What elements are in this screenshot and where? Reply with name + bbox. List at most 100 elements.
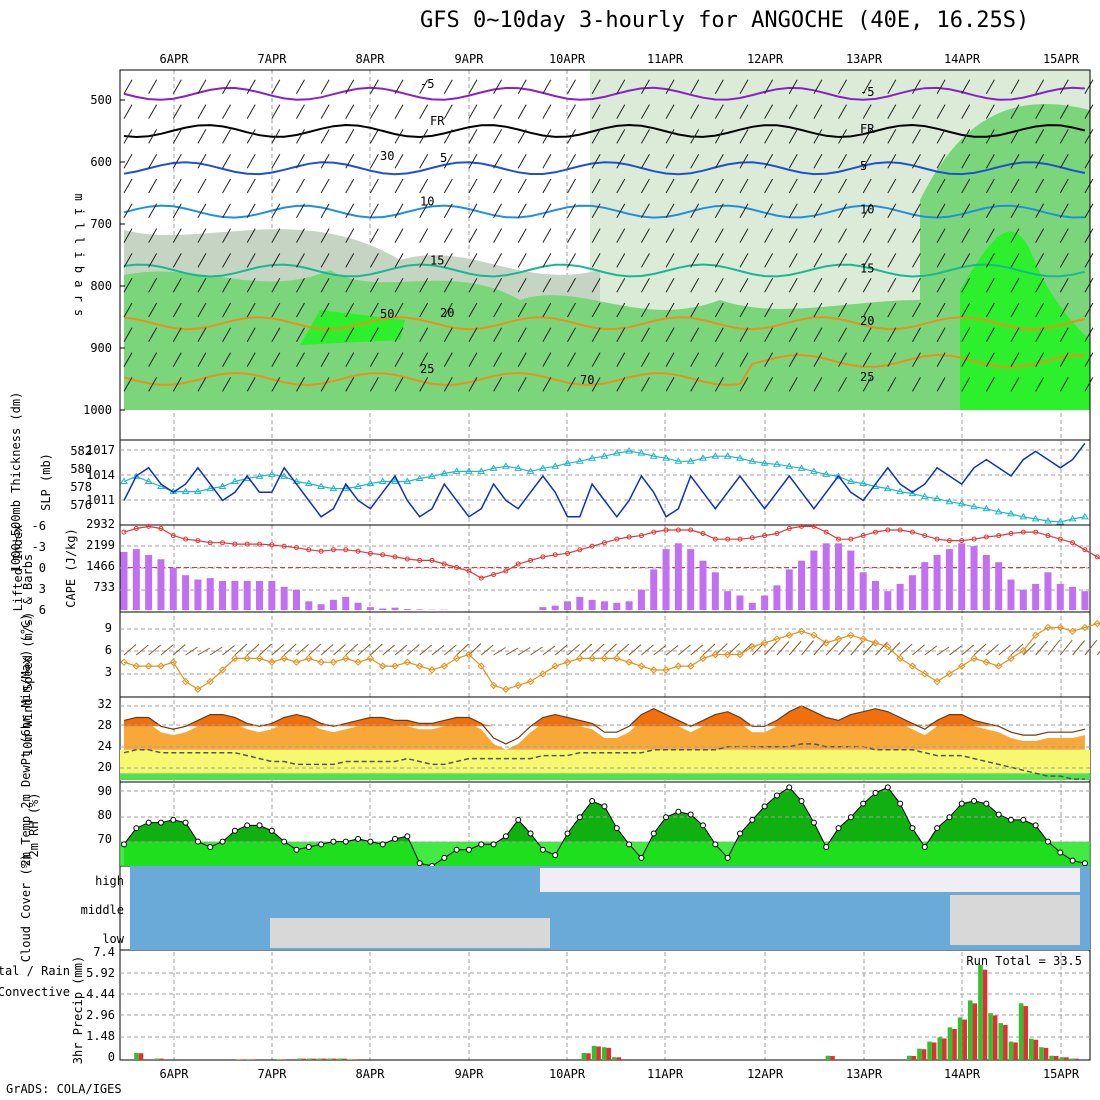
wind-barb (320, 129, 330, 144)
y-tick-label: 700 (90, 217, 112, 231)
wind-barb (148, 277, 158, 293)
cape-bar (785, 569, 793, 610)
wind-speed-point (970, 654, 978, 663)
precip-total-bar (1069, 1058, 1075, 1060)
x-tick-label-top: 7APR (258, 52, 288, 66)
lifted-index-point (404, 556, 410, 562)
wind-speed-point (884, 643, 892, 651)
lifted-index-point (614, 536, 620, 542)
lifted-index-point (626, 534, 632, 540)
wind-barb (936, 153, 946, 169)
y-tick-label: 576 (70, 498, 92, 512)
thickness-point (797, 464, 806, 471)
wind-barb (912, 104, 921, 119)
cape-bar (896, 583, 904, 610)
wind-barb (690, 352, 700, 367)
cape-bar (256, 581, 264, 610)
wind-speed-point (305, 654, 313, 663)
thickness-point (502, 462, 510, 469)
thickness-point (957, 499, 966, 507)
wind-barb (517, 302, 527, 318)
cloud-low (270, 918, 550, 948)
precip-conv-bar (301, 1058, 307, 1060)
precip-conv-bar (911, 1055, 917, 1060)
lifted-index-point (454, 565, 460, 570)
wind-barb (123, 104, 133, 119)
cape-bar (194, 579, 202, 610)
wind-barb (1059, 377, 1069, 392)
wind-barb (616, 643, 630, 656)
wind-barb (271, 377, 281, 392)
wind-barb (567, 352, 576, 367)
wind-barb (197, 327, 207, 343)
wind-speed-point (428, 666, 436, 674)
wind-barb (222, 129, 231, 144)
wind-barb (320, 352, 330, 367)
wind-barb (172, 644, 186, 656)
wind-barb (517, 178, 527, 194)
cape-bar (871, 581, 879, 610)
thickness-point (206, 484, 215, 492)
wind-barb (320, 178, 330, 194)
x-tick-label-top: 13APR (846, 52, 883, 66)
wind-barb (419, 228, 429, 243)
wind-barb (985, 302, 995, 318)
wind-barb (665, 129, 675, 144)
wind-barb (542, 352, 552, 367)
wind-barb (172, 253, 182, 268)
wind-barb (912, 178, 921, 194)
isotherm-line (123, 263, 1086, 278)
wind-barb (616, 153, 626, 169)
wind-barb (369, 104, 379, 119)
wind-barb (370, 643, 383, 656)
wind-barb (222, 327, 231, 343)
lifted-index-point (823, 529, 829, 535)
rh2m-point (724, 854, 731, 861)
wind-speed-point (440, 662, 449, 670)
wind-barb (493, 327, 503, 343)
wind-speed-point (354, 658, 362, 666)
cloud-panel (130, 866, 1090, 950)
wind-barb (653, 645, 667, 656)
wind-barb (345, 228, 355, 243)
wind-barb (1010, 203, 1020, 219)
rh2m-point (527, 830, 534, 837)
wind-barb (567, 302, 576, 318)
wind-speed-line (123, 622, 1100, 691)
rh2m-point (552, 852, 559, 859)
wind-barb (246, 277, 256, 293)
lifted-index-point (922, 533, 928, 539)
wind-barb (172, 228, 182, 243)
wind-barb (320, 153, 330, 169)
wind-barb (320, 253, 330, 268)
wind-barb (862, 352, 872, 367)
precip-total-bar (978, 964, 983, 1060)
wind-barb (369, 352, 379, 367)
wind-barb (813, 203, 823, 219)
y-tick-label: 4.44 (86, 987, 115, 1001)
wind-barb (591, 327, 601, 343)
wind-barb (567, 178, 576, 194)
wind-barb (271, 644, 285, 656)
wind-barb (493, 277, 503, 293)
lifted-index-point (183, 536, 189, 542)
isotherm-line (123, 353, 1085, 387)
wind-barb (246, 203, 256, 219)
wind-speed-point (748, 643, 756, 651)
precip-total-bar (307, 1058, 312, 1060)
wind-barb (838, 352, 847, 367)
wind-barb (924, 645, 938, 656)
wind-barb (197, 79, 207, 95)
y-tick-label: 900 (90, 341, 112, 355)
lifted-index-point (651, 529, 657, 535)
cape-bar (268, 581, 276, 610)
wind-barb (899, 643, 913, 656)
rh2m-point (170, 816, 177, 823)
cape-bar (231, 581, 239, 610)
wind-barb (296, 302, 305, 318)
wind-barb (1010, 377, 1020, 392)
cape-bar (120, 552, 128, 610)
rh2m-point (860, 800, 867, 807)
wind-barb (690, 302, 700, 318)
wind-barb (640, 327, 650, 343)
